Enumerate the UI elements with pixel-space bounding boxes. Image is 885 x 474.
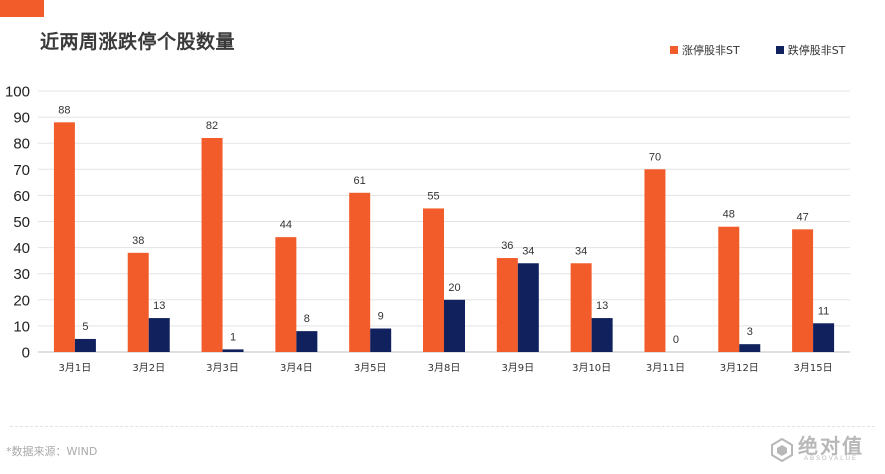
y-tick-label: 40	[13, 240, 30, 257]
legend-item-limit-up: 涨停股非ST	[670, 42, 740, 58]
bar	[222, 349, 244, 352]
bar	[591, 318, 613, 352]
bar	[370, 328, 392, 352]
data-label: 47	[796, 211, 808, 223]
y-tick-label: 0	[22, 345, 30, 362]
bar	[275, 237, 297, 352]
data-label: 13	[153, 300, 165, 312]
legend-item-limit-down: 跌停股非ST	[775, 42, 846, 58]
data-label: 34	[522, 245, 534, 257]
y-tick-label: 60	[13, 188, 30, 205]
bar	[517, 263, 539, 352]
data-label: 13	[596, 300, 608, 312]
chart-title: 近两周涨跌停个股数量	[40, 31, 236, 53]
x-tick-label: 3月4日	[280, 362, 313, 374]
data-label: 11	[818, 305, 829, 317]
bar	[718, 226, 740, 352]
data-label: 8	[304, 313, 310, 325]
logo-text-en: ABSOVALUE	[804, 456, 858, 462]
data-label: 5	[82, 321, 88, 333]
y-tick-label: 50	[13, 214, 30, 231]
bar	[423, 208, 444, 352]
data-label: 48	[723, 209, 735, 221]
legend: 涨停股非ST 跌停股非ST	[670, 42, 845, 58]
x-tick-label: 3月8日	[428, 362, 461, 374]
data-label: 9	[378, 311, 384, 323]
x-tick-label: 3月15日	[794, 362, 833, 374]
data-label: 82	[206, 120, 218, 132]
bar	[570, 263, 592, 352]
bar	[739, 344, 761, 352]
footer-divider	[10, 426, 875, 427]
data-label: 20	[448, 282, 460, 294]
data-label: 88	[58, 104, 70, 116]
data-label: 3	[747, 326, 753, 338]
data-source: *数据来源：WIND	[6, 445, 98, 458]
data-label: 0	[673, 334, 679, 346]
bar	[813, 323, 835, 352]
data-label: 70	[649, 151, 661, 163]
legend-label-limit-up: 涨停股非ST	[682, 44, 740, 57]
x-tick-label: 3月12日	[720, 362, 759, 374]
y-tick-label: 20	[13, 292, 30, 309]
bar	[201, 137, 223, 352]
x-tick-label: 3月9日	[501, 362, 534, 374]
legend-swatch-limit-up	[670, 46, 678, 54]
x-tick-label: 3月10日	[572, 362, 611, 374]
bar	[349, 192, 371, 352]
logo-text-cn: 绝对值	[798, 434, 864, 458]
legend-swatch-limit-down	[775, 46, 784, 54]
y-tick-label: 10	[13, 318, 30, 335]
accent-bar	[0, 0, 44, 17]
bar	[644, 169, 666, 352]
bar	[444, 299, 465, 352]
x-tick-label: 3月11日	[646, 362, 685, 374]
bar	[127, 252, 149, 352]
bar	[296, 331, 318, 352]
x-tick-label: 3月3日	[206, 362, 239, 374]
y-tick-label: 80	[13, 136, 30, 153]
x-tick-label: 3月5日	[354, 362, 387, 374]
data-label: 34	[575, 245, 587, 257]
bar	[74, 338, 96, 352]
bar	[53, 122, 75, 352]
data-label: 55	[427, 190, 439, 202]
data-label: 61	[354, 175, 366, 187]
logo-mark-icon	[771, 437, 793, 462]
x-tick-label: 3月2日	[132, 362, 165, 374]
bar	[148, 318, 170, 352]
bar	[792, 229, 814, 352]
data-label: 44	[280, 219, 292, 231]
legend-label-limit-down: 跌停股非ST	[787, 44, 846, 57]
bar	[496, 258, 518, 352]
data-label: 1	[230, 331, 236, 343]
data-label: 38	[132, 235, 144, 247]
y-tick-label: 90	[13, 110, 30, 127]
data-label: 36	[501, 240, 513, 252]
y-tick-label: 30	[13, 266, 30, 283]
y-tick-label: 70	[13, 162, 30, 179]
brand-logo: 绝对值 ABSOVALUE	[770, 436, 864, 463]
y-tick-label: 100	[5, 84, 30, 101]
x-tick-label: 3月1日	[59, 362, 92, 374]
